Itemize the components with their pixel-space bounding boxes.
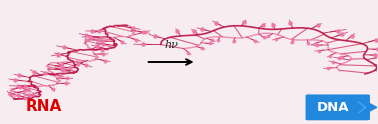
Text: DNA: DNA: [317, 101, 350, 114]
FancyBboxPatch shape: [305, 94, 370, 120]
Text: hν: hν: [164, 40, 178, 50]
Polygon shape: [367, 101, 378, 113]
Text: RNA: RNA: [26, 99, 62, 114]
